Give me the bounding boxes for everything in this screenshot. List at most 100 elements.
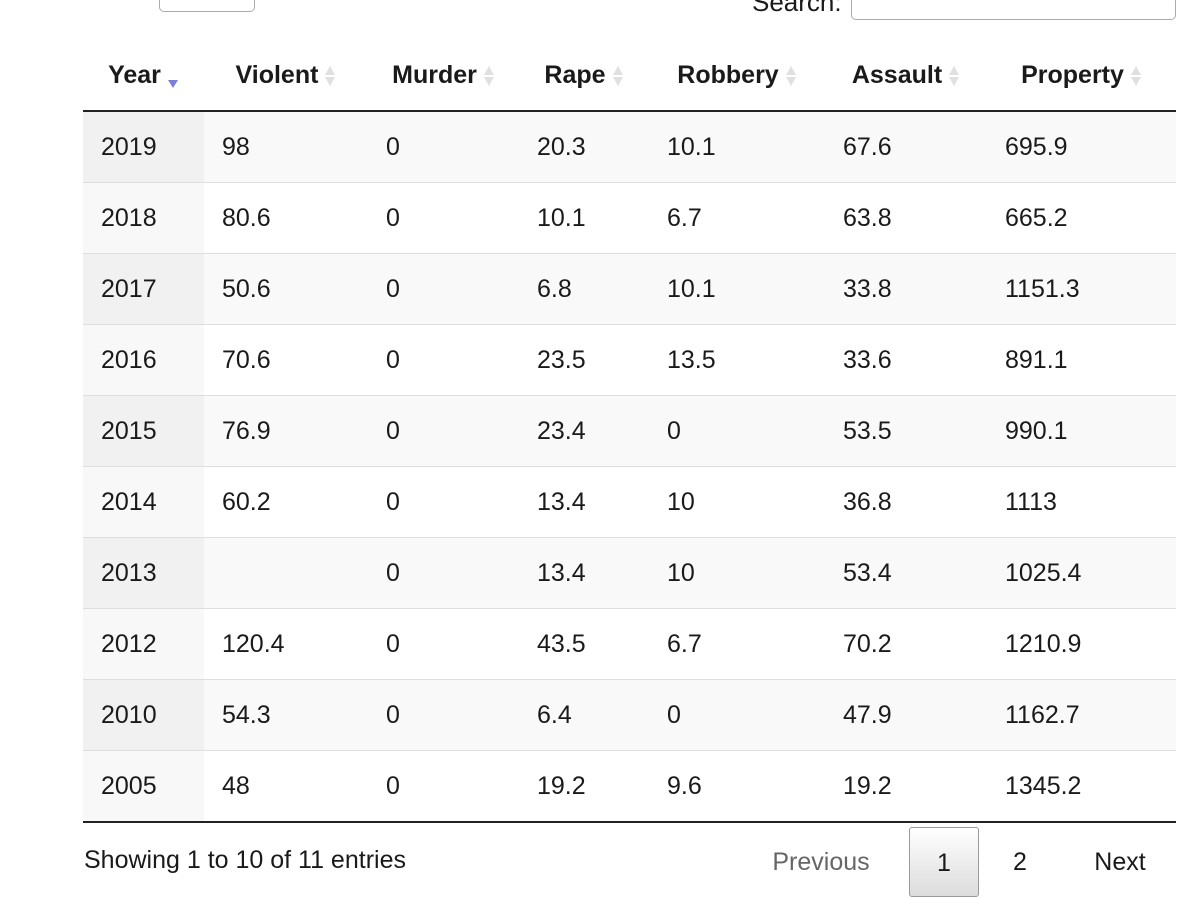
table-row: 2012 120.4 0 43.5 6.7 70.2 1210.9 [83,608,1176,680]
cell-year: 2016 [83,324,204,396]
column-header-label: Violent [235,60,319,89]
cell-rape: 10.1 [519,182,649,254]
table-controls: Search: [0,0,1186,30]
crime-rates-table: Year Violent Murder Rape Robbery Assault… [83,40,1176,823]
cell-year: 2005 [83,750,204,823]
cell-year: 2013 [83,537,204,609]
cell-violent: 98 [204,111,368,183]
table-row: 2018 80.6 0 10.1 6.7 63.8 665.2 [83,182,1176,254]
cell-robbery: 9.6 [649,750,825,823]
column-header-year[interactable]: Year [83,40,204,112]
cell-robbery: 10 [649,466,825,538]
cell-year: 2015 [83,395,204,467]
cell-assault: 67.6 [825,111,987,183]
cell-property: 1162.7 [987,679,1176,751]
cell-murder: 0 [368,324,519,396]
cell-violent: 80.6 [204,182,368,254]
cell-year: 2014 [83,466,204,538]
table-row: 2016 70.6 0 23.5 13.5 33.6 891.1 [83,324,1176,396]
cell-rape: 6.8 [519,253,649,325]
column-header-violent[interactable]: Violent [204,40,368,112]
cell-year: 2019 [83,111,204,183]
table-row: 2013 0 13.4 10 53.4 1025.4 [83,537,1176,609]
cell-murder: 0 [368,111,519,183]
cell-murder: 0 [368,537,519,609]
table-header: Year Violent Murder Rape Robbery Assault… [83,40,1176,112]
column-header-label: Year [108,60,161,89]
cell-rape: 6.4 [519,679,649,751]
column-header-rape[interactable]: Rape [519,40,649,112]
column-header-label: Rape [544,60,606,89]
cell-robbery: 10.1 [649,253,825,325]
column-header-robbery[interactable]: Robbery [649,40,825,112]
cell-murder: 0 [368,750,519,823]
page-button-2[interactable]: 2 [1013,848,1027,876]
cell-assault: 47.9 [825,679,987,751]
cell-violent: 120.4 [204,608,368,680]
cell-assault: 63.8 [825,182,987,254]
cell-property: 1345.2 [987,750,1176,823]
cell-robbery: 10 [649,537,825,609]
cell-year: 2010 [83,679,204,751]
sort-both-icon [324,63,336,89]
search-input[interactable] [851,0,1176,20]
sort-descending-icon [167,63,179,89]
column-header-label: Murder [392,60,477,89]
cell-property: 1151.3 [987,253,1176,325]
column-header-murder[interactable]: Murder [368,40,519,112]
cell-robbery: 6.7 [649,608,825,680]
cell-robbery: 10.1 [649,111,825,183]
column-header-label: Assault [851,60,943,89]
previous-button[interactable]: Previous [772,848,870,876]
sort-both-icon [785,63,797,89]
cell-robbery: 0 [649,395,825,467]
cell-property: 1210.9 [987,608,1176,680]
sort-both-icon [483,63,495,89]
cell-rape: 23.4 [519,395,649,467]
cell-year: 2017 [83,253,204,325]
cell-violent [204,537,368,609]
cell-rape: 19.2 [519,750,649,823]
cell-violent: 48 [204,750,368,823]
column-header-assault[interactable]: Assault [825,40,987,112]
table-info: Showing 1 to 10 of 11 entries [84,846,406,874]
sort-both-icon [1130,63,1142,89]
table-row: 2015 76.9 0 23.4 0 53.5 990.1 [83,395,1176,467]
entries-length-select[interactable] [159,0,255,12]
table-row: 2014 60.2 0 13.4 10 36.8 1113 [83,466,1176,538]
cell-robbery: 0 [649,679,825,751]
page-button-1[interactable]: 1 [909,827,979,897]
search-label: Search: [752,0,842,17]
cell-property: 1113 [987,466,1176,538]
cell-rape: 23.5 [519,324,649,396]
cell-rape: 43.5 [519,608,649,680]
cell-murder: 0 [368,253,519,325]
cell-violent: 70.6 [204,324,368,396]
cell-murder: 0 [368,395,519,467]
cell-year: 2018 [83,182,204,254]
cell-rape: 13.4 [519,537,649,609]
cell-year: 2012 [83,608,204,680]
cell-violent: 60.2 [204,466,368,538]
header-row: Year Violent Murder Rape Robbery Assault… [83,40,1176,112]
table-row: 2010 54.3 0 6.4 0 47.9 1162.7 [83,679,1176,751]
cell-violent: 76.9 [204,395,368,467]
column-header-label: Robbery [677,60,779,89]
cell-rape: 13.4 [519,466,649,538]
column-header-label: Property [1021,60,1124,89]
table-body: 2019 98 0 20.3 10.1 67.6 695.9 2018 80.6 0 10.1 6.7… [83,111,1176,823]
column-header-property[interactable]: Property [987,40,1176,112]
table-row: 2019 98 0 20.3 10.1 67.6 695.9 [83,111,1176,183]
sort-both-icon [612,63,624,89]
cell-property: 695.9 [987,111,1176,183]
cell-assault: 53.4 [825,537,987,609]
cell-property: 990.1 [987,395,1176,467]
cell-violent: 54.3 [204,679,368,751]
cell-robbery: 13.5 [649,324,825,396]
cell-property: 665.2 [987,182,1176,254]
next-button[interactable]: Next [1094,848,1146,876]
cell-property: 891.1 [987,324,1176,396]
cell-property: 1025.4 [987,537,1176,609]
cell-murder: 0 [368,182,519,254]
table-row: 2017 50.6 0 6.8 10.1 33.8 1151.3 [83,253,1176,325]
